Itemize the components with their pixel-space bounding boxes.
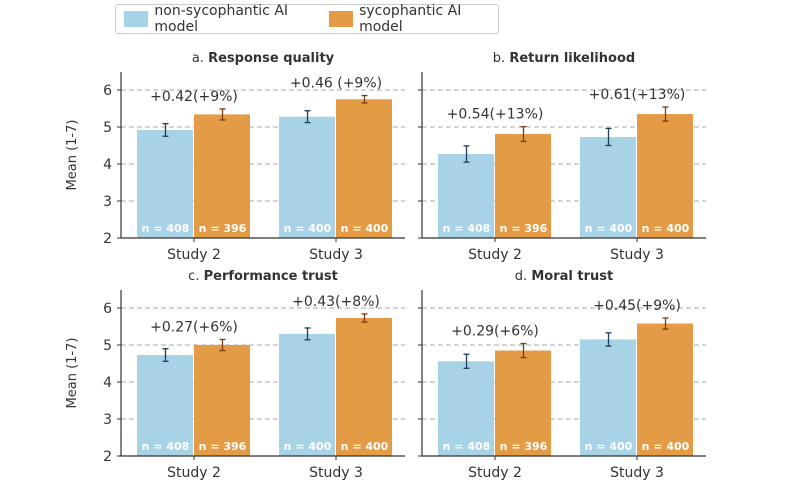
- n-label: n = 396: [500, 222, 548, 235]
- y-tick-label: 6: [103, 83, 112, 99]
- bar: [279, 333, 335, 456]
- panel-title: c. Performance trust: [188, 269, 338, 284]
- panel-2: b. Return likelihood n = 408 n = 396 +0.54(…: [418, 51, 706, 263]
- n-label: n = 400: [642, 222, 690, 235]
- n-label: n = 400: [585, 222, 633, 235]
- bar: [495, 350, 551, 456]
- x-tick-label: Study 3: [309, 247, 363, 263]
- n-label: n = 400: [341, 222, 389, 235]
- bar: [194, 345, 250, 456]
- bar: [336, 99, 392, 238]
- difference-annotation: +0.27(+6%): [150, 319, 238, 335]
- difference-annotation: +0.29(+6%): [451, 324, 539, 340]
- y-axis-label: Mean (1-7): [65, 120, 80, 191]
- legend-item-sycophantic: sycophantic AI model: [328, 3, 490, 35]
- y-tick-label: 3: [103, 194, 112, 210]
- n-label: n = 400: [585, 440, 633, 453]
- n-label: n = 408: [142, 440, 190, 453]
- legend-item-non-sycophantic: non-sycophantic AI model: [124, 3, 313, 35]
- panel-3: c. Performance trust 2 3 4 5 6 Mean (1-7) n = 4…: [65, 269, 405, 481]
- bar: [438, 361, 494, 456]
- x-tick-label: Study 2: [468, 465, 522, 481]
- legend-label: non-sycophantic AI model: [154, 3, 289, 35]
- difference-annotation: +0.42(+9%): [150, 89, 238, 105]
- legend-label: sycophantic AI model: [359, 3, 462, 35]
- x-tick-label: Study 2: [167, 465, 221, 481]
- bar: [336, 317, 392, 456]
- x-tick-label: Study 2: [167, 247, 221, 263]
- n-label: n = 400: [341, 440, 389, 453]
- n-label: n = 408: [443, 440, 491, 453]
- n-label: n = 400: [642, 440, 690, 453]
- panel-title: d. Moral trust: [515, 269, 613, 284]
- bar: [637, 114, 693, 238]
- panel-1: a. Response quality 2 3 4 5 6 Mean (1-7) n = 40…: [65, 51, 405, 263]
- x-tick-label: Study 3: [610, 247, 664, 263]
- bar: [279, 116, 335, 238]
- difference-annotation: +0.61(+13%): [589, 87, 686, 103]
- bar: [580, 339, 636, 456]
- bar: [637, 323, 693, 456]
- x-tick-label: Study 3: [309, 465, 363, 481]
- n-label: n = 400: [284, 440, 332, 453]
- bar: [137, 129, 193, 238]
- y-axis-label: Mean (1-7): [65, 338, 80, 409]
- panel-title: b. Return likelihood: [493, 51, 635, 66]
- y-tick-label: 4: [103, 157, 112, 173]
- legend: non-sycophantic AI model sycophantic AI …: [115, 3, 499, 35]
- y-tick-label: 5: [103, 120, 112, 136]
- n-label: n = 396: [500, 440, 548, 453]
- legend-swatch-orange: [328, 11, 354, 27]
- n-label: n = 396: [199, 440, 247, 453]
- panel-title: a. Response quality: [192, 51, 335, 66]
- y-tick-label: 3: [103, 412, 112, 428]
- y-tick-label: 5: [103, 338, 112, 354]
- bar: [580, 136, 636, 238]
- bar: [137, 354, 193, 456]
- bar: [194, 114, 250, 238]
- difference-annotation: +0.54(+13%): [447, 107, 544, 123]
- y-tick-label: 2: [103, 231, 112, 247]
- legend-swatch-blue: [124, 11, 149, 27]
- n-label: n = 408: [142, 222, 190, 235]
- y-tick-label: 2: [103, 449, 112, 465]
- y-tick-label: 4: [103, 375, 112, 391]
- difference-annotation: +0.43(+8%): [292, 294, 380, 310]
- panel-4: d. Moral trust n = 408 n = 396 +0.29(+6%) St…: [418, 269, 706, 481]
- bar: [495, 134, 551, 238]
- y-tick-label: 6: [103, 301, 112, 317]
- bar: [438, 154, 494, 238]
- x-tick-label: Study 3: [610, 465, 664, 481]
- difference-annotation: +0.45(+9%): [593, 298, 681, 314]
- difference-annotation: +0.46 (+9%): [290, 76, 382, 92]
- x-tick-label: Study 2: [468, 247, 522, 263]
- n-label: n = 396: [199, 222, 247, 235]
- n-label: n = 408: [443, 222, 491, 235]
- n-label: n = 400: [284, 222, 332, 235]
